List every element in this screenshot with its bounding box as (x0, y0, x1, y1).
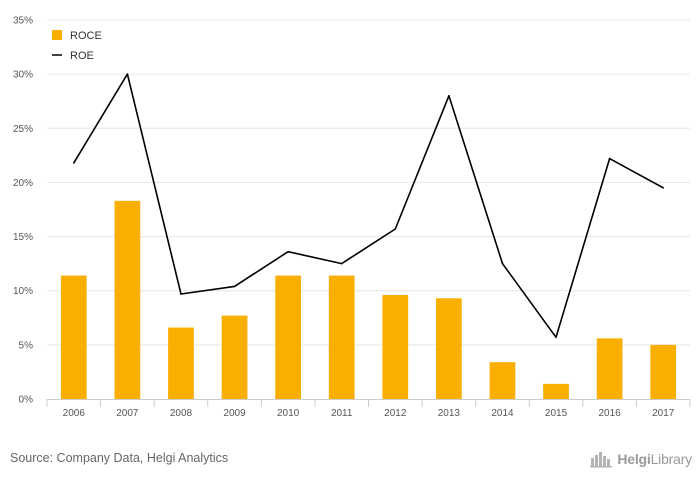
y-tick-label: 30% (13, 70, 33, 81)
brand-name: HelgiLibrary (617, 451, 692, 467)
point-roe-2014 (501, 262, 504, 265)
x-tick-label: 2011 (331, 408, 353, 419)
y-tick-label: 15% (13, 232, 33, 243)
point-roe-2008 (180, 293, 182, 295)
point-roe-2007 (126, 73, 129, 75)
y-tick-label: 0% (19, 395, 34, 406)
x-tick-label: 2016 (599, 408, 622, 419)
bar-roce-2013 (436, 298, 462, 399)
roe-line-series (72, 73, 665, 339)
x-axis (46, 399, 691, 407)
bar-roce-2014 (489, 362, 516, 399)
helgi-logo-icon (590, 452, 613, 468)
x-tick-label: 2017 (652, 408, 675, 419)
bar-roce-2016 (596, 338, 623, 399)
x-tick-label: 2014 (491, 408, 514, 419)
y-tick-label: 10% (13, 286, 33, 297)
bar-roce-2017 (650, 344, 677, 399)
y-axis-tick-labels: 0% 5% 10% 15% 20% 25% 30% 35% (13, 16, 33, 406)
x-axis-tick-labels: 2006 2007 2008 2009 2010 2011 2012 2013 2014 2015… (63, 408, 675, 419)
bar-roce-2010 (275, 275, 301, 399)
point-roe-2017 (662, 187, 665, 189)
line-roe (73, 73, 664, 339)
x-tick-label: 2008 (170, 408, 193, 419)
bar-roce-2007 (114, 200, 141, 399)
brand-name-suffix: Library (650, 451, 693, 467)
x-tick-label: 2013 (438, 408, 461, 419)
bar-roce-2006 (60, 275, 87, 399)
brand-name-prefix: Helgi (617, 451, 651, 467)
x-tick-label: 2009 (223, 408, 246, 419)
y-tick-label: 25% (13, 124, 33, 135)
bar-roce-2012 (382, 295, 409, 399)
legend-label-roe: ROE (70, 50, 94, 62)
y-tick-label: 35% (13, 16, 33, 27)
brand-logo: HelgiLibrary (590, 450, 692, 468)
x-tick-label: 2007 (116, 408, 139, 419)
point-roe-2013 (448, 95, 450, 97)
legend-label-roce: ROCE (70, 30, 102, 42)
y-tick-label: 5% (19, 340, 34, 351)
source-note: Source: Company Data, Helgi Analytics (10, 451, 229, 465)
point-roe-2011 (340, 262, 343, 265)
point-roe-2015 (555, 336, 557, 339)
legend-swatch-roce (52, 30, 62, 40)
point-roe-2016 (608, 157, 611, 160)
point-roe-2006 (72, 162, 75, 164)
x-tick-label: 2015 (545, 408, 568, 419)
x-tick-label: 2012 (384, 408, 407, 419)
bar-roce-2015 (543, 383, 569, 399)
point-roe-2012 (394, 228, 397, 230)
bar-roce-2008 (168, 327, 194, 399)
y-tick-label: 20% (13, 178, 33, 189)
grid-lines (47, 19, 690, 346)
bar-roce-2011 (328, 275, 355, 399)
x-tick-label: 2006 (63, 408, 86, 419)
x-tick-label: 2010 (277, 408, 300, 419)
bar-roce-2009 (221, 315, 248, 399)
point-roe-2009 (233, 285, 236, 288)
legend: ROCE ROE (52, 30, 102, 62)
roce-bars (60, 200, 677, 399)
point-roe-2010 (287, 250, 289, 253)
